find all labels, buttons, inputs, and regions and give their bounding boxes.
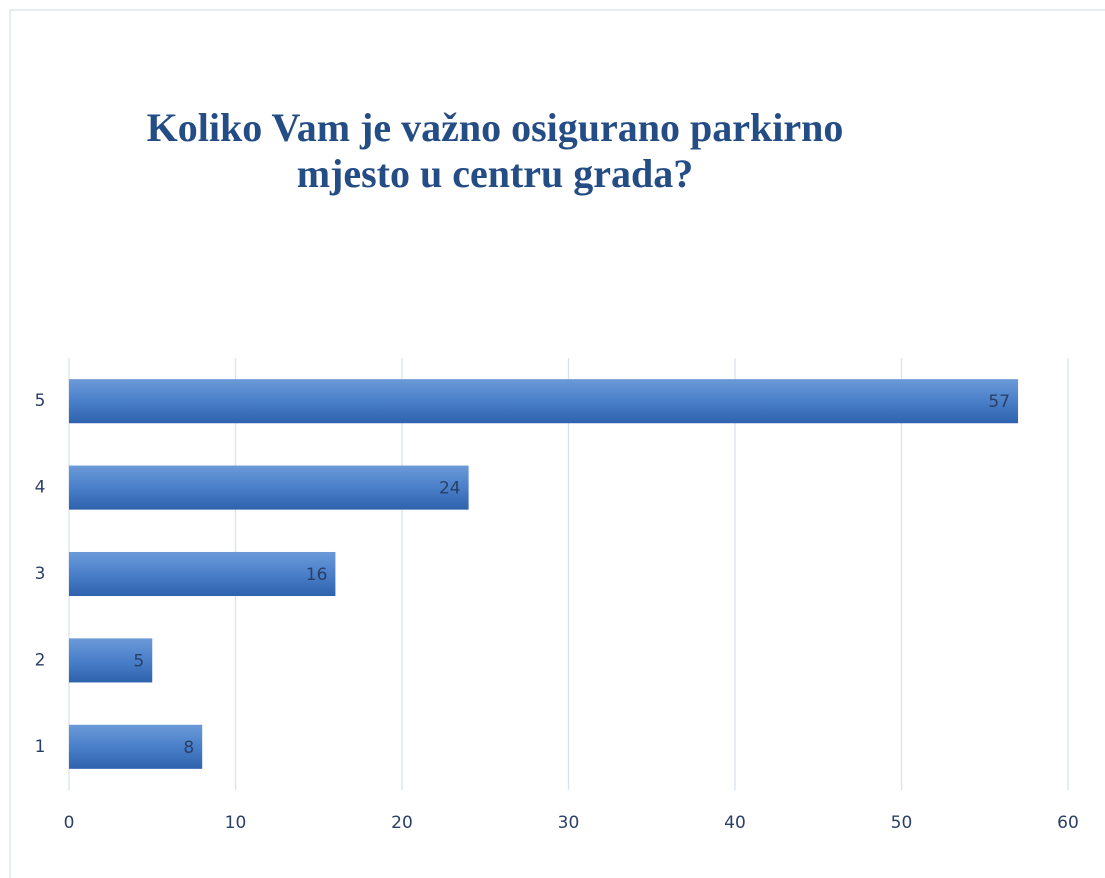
x-tick-label: 60 (1057, 813, 1079, 833)
data-label: 24 (439, 479, 461, 499)
x-tick-label: 50 (891, 813, 913, 833)
bar (69, 379, 1019, 424)
bar (69, 724, 203, 769)
bar (69, 638, 153, 683)
y-tick-label: 2 (35, 650, 46, 670)
data-label: 5 (133, 651, 144, 671)
y-tick-label: 3 (35, 564, 46, 584)
data-label: 16 (306, 565, 328, 585)
x-tick-label: 40 (724, 813, 746, 833)
x-tick-label: 0 (64, 813, 75, 833)
data-label: 57 (988, 392, 1010, 412)
x-tick-label: 20 (391, 813, 413, 833)
chart-border (9, 9, 1105, 878)
y-tick-label: 5 (35, 391, 46, 411)
y-tick-label: 4 (35, 478, 46, 498)
plot-area: 0 10 20 30 40 50 60 1 8 2 5 3 16 4 24 5 57 (35, 358, 1079, 833)
x-tick-label: 10 (225, 813, 247, 833)
data-label: 8 (183, 738, 194, 758)
chart-title: Koliko Vam je važno osigurano parkirno m… (146, 105, 844, 196)
bar (69, 465, 469, 510)
bar (69, 551, 336, 597)
x-tick-label: 30 (558, 813, 580, 833)
y-tick-label: 1 (35, 737, 46, 757)
